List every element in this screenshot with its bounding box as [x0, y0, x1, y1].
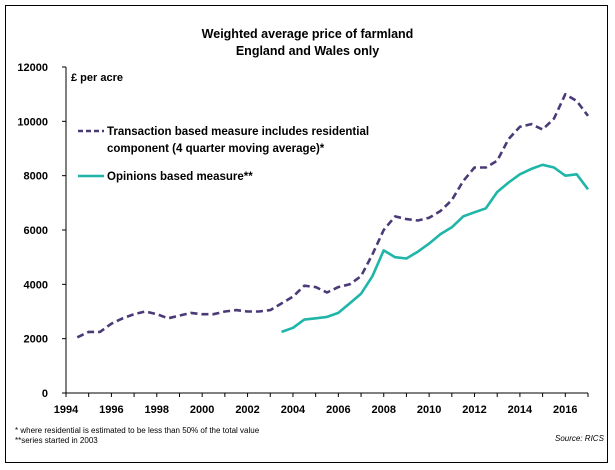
y-tick-label: 2000 — [24, 334, 48, 346]
legend-label-transaction: Transaction based measure includes resid… — [107, 126, 369, 138]
x-tick-label: 2004 — [281, 404, 306, 416]
chart-title: Weighted average price of farmland — [201, 27, 414, 41]
x-tick-label: 2000 — [190, 404, 214, 416]
chart-frame — [5, 5, 608, 463]
y-tick-label: 12000 — [17, 62, 48, 74]
chart-subtitle: England and Wales only — [235, 44, 380, 58]
x-tick-label: 1994 — [54, 404, 79, 416]
series-line-opinions — [281, 163, 590, 334]
y-tick-label: 6000 — [24, 225, 48, 237]
y-axis-label: £ per acre — [71, 72, 123, 84]
legend-label-transaction: component (4 quarter moving average)* — [107, 143, 325, 155]
x-tick-label: 2012 — [462, 404, 486, 416]
y-tick-label: 10000 — [17, 116, 48, 128]
x-tick-label: 2010 — [417, 404, 441, 416]
series-line-transaction — [76, 92, 590, 339]
x-tick-label: 1996 — [99, 404, 123, 416]
x-tick-label: 2016 — [553, 404, 577, 416]
footnote-residential: * where residential is estimated to be l… — [15, 426, 260, 435]
y-tick-label: 0 — [42, 388, 48, 400]
y-tick-label: 4000 — [24, 279, 48, 291]
y-tick-label: 8000 — [24, 171, 48, 183]
x-tick-label: 2002 — [235, 404, 259, 416]
x-tick-label: 2008 — [371, 404, 395, 416]
source-note: Source: RICS — [555, 434, 604, 443]
x-tick-label: 1998 — [145, 404, 169, 416]
legend-label-opinions: Opinions based measure** — [107, 171, 253, 183]
footnote-series-start: **series started in 2003 — [15, 436, 98, 445]
x-tick-label: 2014 — [508, 404, 533, 416]
x-tick-label: 2006 — [326, 404, 350, 416]
